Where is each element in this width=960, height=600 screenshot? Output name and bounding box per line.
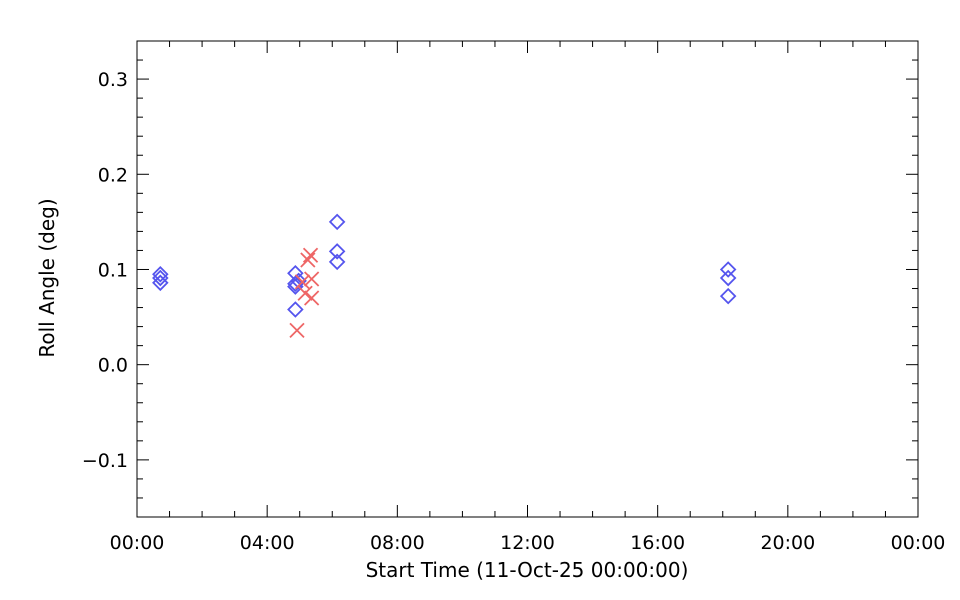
x-marker — [294, 274, 311, 290]
plot-frame — [136, 40, 919, 518]
x-marker — [304, 271, 320, 287]
diamond-marker — [719, 269, 737, 287]
x-marker — [297, 285, 313, 301]
x-tick-label: 08:00 — [370, 532, 425, 554]
x-tick-label: 04:00 — [240, 532, 295, 554]
x-tick-label: 20:00 — [760, 532, 815, 554]
x-marker — [304, 290, 320, 306]
plot-border — [136, 40, 919, 518]
x-marker — [302, 247, 319, 263]
x-tick-label: 16:00 — [630, 532, 685, 554]
y-tick-label: 0.0 — [98, 355, 128, 377]
diamond-marker — [152, 265, 169, 283]
y-axis-label: Roll Angle (deg) — [35, 198, 59, 357]
diamond-marker — [287, 275, 304, 293]
diamond-marker — [719, 261, 737, 278]
x-marker — [289, 322, 305, 339]
diamond-marker — [328, 253, 346, 271]
y-tick-label: 0.3 — [98, 69, 128, 91]
diamond-marker — [328, 213, 346, 231]
x-tick-label: 00:00 — [891, 532, 946, 554]
y-tick-label: 0.1 — [98, 259, 128, 281]
y-tick-label: −0.1 — [82, 450, 128, 472]
diamond-marker — [719, 287, 737, 305]
x-marker — [300, 252, 316, 268]
diamond-marker — [328, 243, 346, 260]
x-tick-label: 00:00 — [110, 532, 165, 554]
diamond-marker — [287, 301, 304, 318]
x-tick-labels: 00:00 04:00 08:00 12:00 16:00 20:00 00:00 — [110, 532, 946, 554]
x-axis-label: Start Time (11-Oct-25 00:00:00) — [366, 558, 689, 582]
x-tick-label: 12:00 — [500, 532, 555, 554]
data-points — [152, 213, 737, 339]
ticks — [136, 40, 919, 518]
y-tick-label: 0.2 — [98, 164, 128, 186]
diamond-marker — [152, 274, 169, 292]
y-tick-labels: −0.1 0.0 0.1 0.2 0.3 — [82, 69, 128, 472]
